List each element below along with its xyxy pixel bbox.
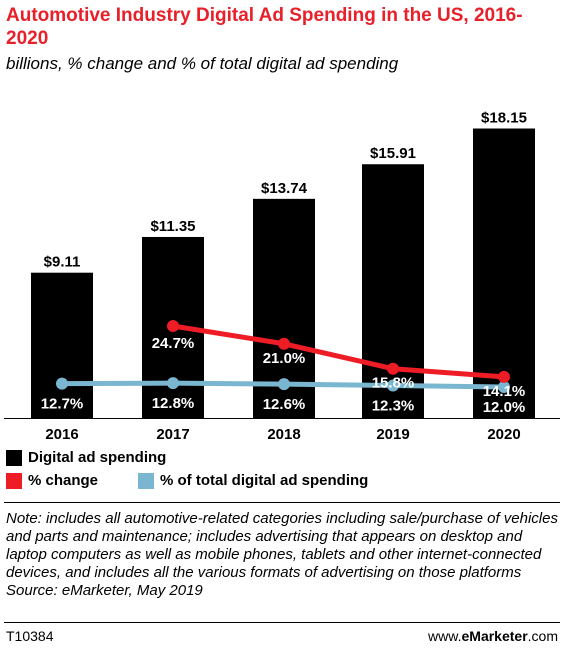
- bar: [362, 164, 424, 418]
- bar-value-label: $13.74: [261, 180, 308, 197]
- share-value-label: 12.0%: [483, 399, 526, 416]
- note-divider: [4, 502, 560, 503]
- bar-value-label: $9.11: [44, 254, 81, 271]
- legend-label-share: % of total digital ad spending: [160, 472, 369, 489]
- site-link[interactable]: www.eMarketer.com: [428, 627, 558, 645]
- site-prefix: www.: [428, 628, 462, 644]
- legend-swatch-spending: [6, 450, 22, 466]
- legend-label-change: % change: [28, 472, 99, 489]
- change-line: [170, 323, 507, 380]
- share-value-label: 12.7%: [41, 396, 84, 413]
- note-text: Note: includes all automotive-related ca…: [6, 510, 558, 581]
- site-suffix: .com: [527, 628, 558, 644]
- bar-value-label: $18.15: [481, 110, 527, 127]
- share-point: [56, 377, 68, 390]
- change-value-label: 15.8%: [372, 375, 415, 392]
- share-point: [498, 381, 510, 393]
- x-tick-label: 2019: [376, 426, 409, 443]
- x-tick-label: 2017: [156, 426, 189, 443]
- change-point: [278, 337, 290, 350]
- change-point: [498, 370, 510, 383]
- source-text: Source: eMarketer, May 2019: [6, 582, 203, 599]
- bar: [473, 128, 535, 418]
- bar-value-label: $15.91: [370, 145, 416, 162]
- share-point: [278, 378, 290, 391]
- change-value-label: 14.1%: [483, 383, 526, 400]
- share-point: [387, 379, 399, 392]
- share-value-label: 12.8%: [152, 395, 195, 412]
- x-tick-label: 2016: [45, 426, 78, 443]
- chart-id: T10384: [6, 628, 54, 644]
- site-brand: eMarketer: [461, 628, 528, 644]
- share-value-label: 12.6%: [263, 396, 306, 413]
- share-value-label: 12.3%: [372, 398, 415, 415]
- change-point: [387, 362, 399, 375]
- chart-plot: $9.11 $11.35 $13.74 $15.91 $18.15 2016 2017 201…: [4, 110, 560, 443]
- share-point: [167, 377, 179, 390]
- chart-title: Automotive Industry Digital Ad Spending …: [6, 5, 523, 49]
- change-value-label: 24.7%: [152, 335, 195, 352]
- x-tick-label: 2018: [267, 426, 300, 443]
- bar: [31, 272, 93, 418]
- change-point: [167, 320, 179, 332]
- legend-swatch-change: [6, 473, 22, 489]
- x-tick-label: 2020: [487, 426, 520, 443]
- chart-note: Note: includes all automotive-related ca…: [6, 510, 558, 600]
- footer-divider: [4, 622, 560, 623]
- chart-subtitle: billions, % change and % of total digita…: [6, 54, 399, 73]
- legend-label-spending: Digital ad spending: [28, 449, 167, 466]
- change-value-label: 21.0%: [263, 350, 306, 367]
- legend-swatch-share: [138, 473, 154, 489]
- bar-value-label: $11.35: [150, 218, 195, 235]
